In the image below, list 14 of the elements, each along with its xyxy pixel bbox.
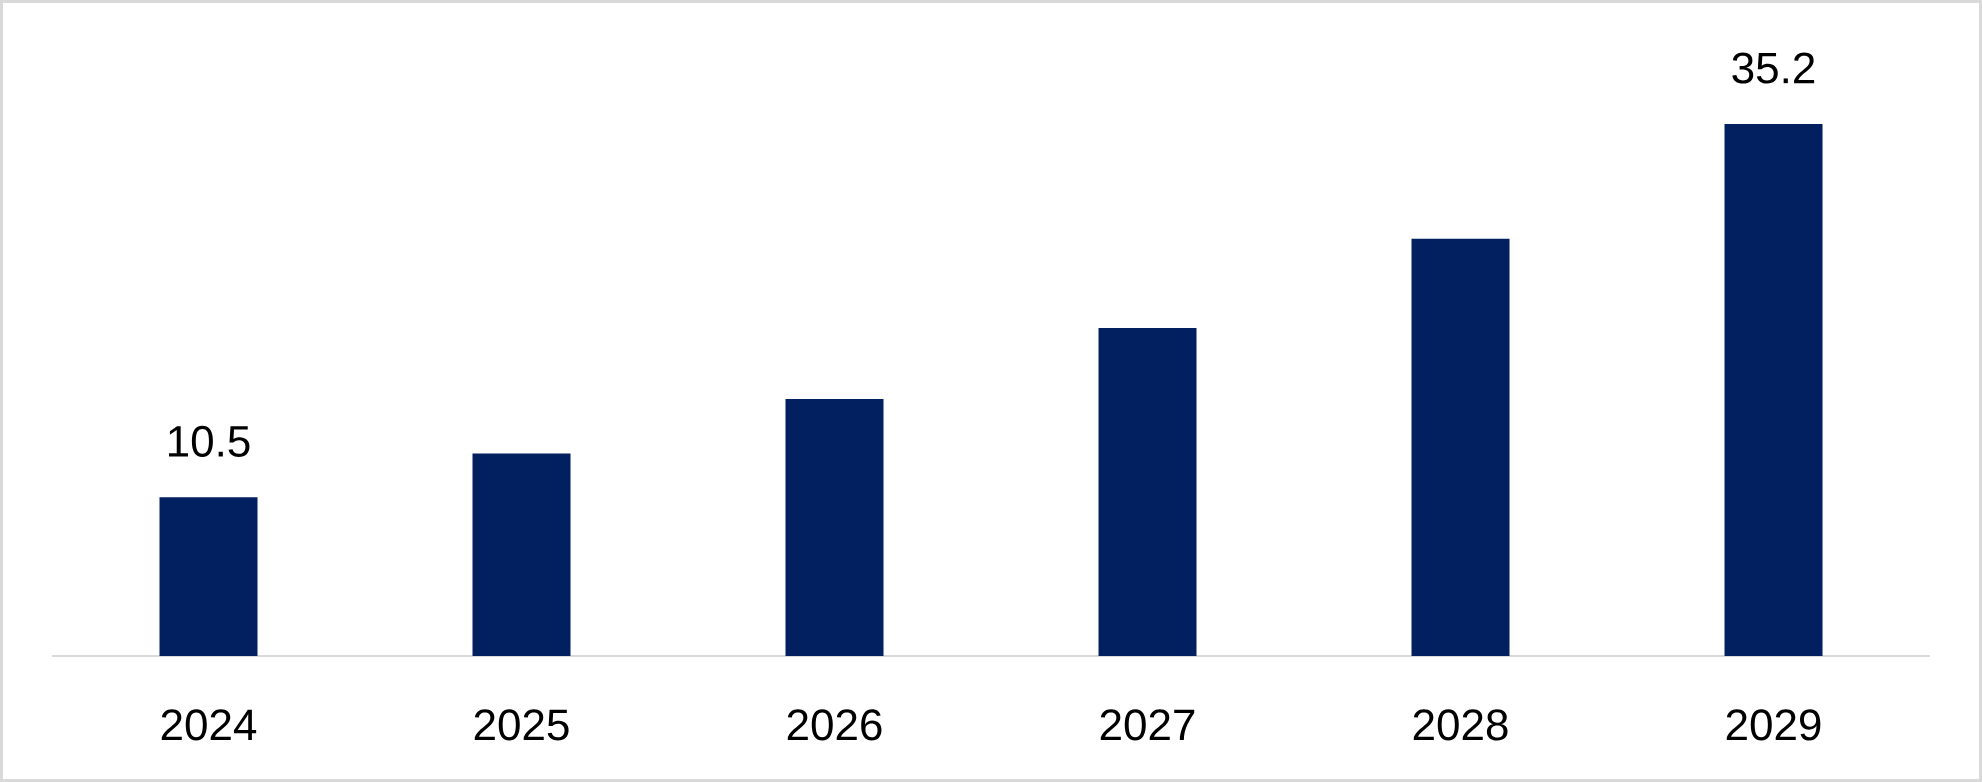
bar — [1411, 238, 1510, 656]
x-tick-label: 2024 — [161, 709, 257, 741]
bar — [159, 497, 258, 656]
bar — [1724, 123, 1823, 656]
data-label: 35.2 — [1732, 52, 1815, 84]
x-tick-label: 2025 — [474, 709, 569, 741]
x-tick-label: 2026 — [787, 709, 882, 741]
bar — [785, 399, 884, 656]
x-tick-label: 2027 — [1100, 709, 1195, 741]
bar — [1098, 328, 1197, 656]
x-tick-label: 2028 — [1413, 709, 1508, 741]
bar — [472, 453, 571, 656]
x-tick-label: 2029 — [1726, 709, 1821, 741]
data-label: 10.5 — [169, 425, 250, 457]
